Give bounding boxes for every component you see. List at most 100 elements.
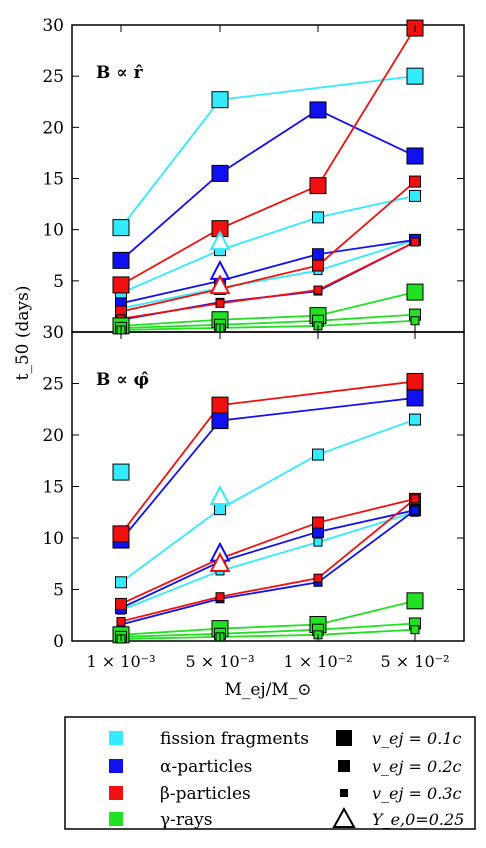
series-line-fission-fragments (120, 511, 416, 611)
legend-marker-label: v_ej = 0.2c (372, 757, 461, 776)
legend-swatch (109, 812, 123, 826)
data-point-beta-particles (313, 573, 323, 583)
legend-marker-label: v_ej = 0.1c (372, 729, 461, 748)
x-tick-label: 5 × 10⁻² (381, 652, 450, 671)
data-point-alpha-particles (309, 101, 327, 119)
data-point-alpha-particles (410, 505, 420, 515)
y-tick-label: 30 (42, 323, 64, 343)
legend-label: γ-rays (160, 810, 213, 830)
series-line-fission-fragments (120, 418, 416, 584)
data-point-fission-fragments (112, 463, 130, 481)
data-point-alpha-particles (112, 251, 130, 269)
series-line-fission-fragments (120, 239, 416, 310)
y-tick-label: 10 (42, 221, 64, 241)
series-line-gamma-rays (120, 319, 416, 331)
y-tick-label: 30 (42, 16, 64, 36)
data-point-gamma-rays (406, 592, 424, 610)
x-tick-label: 1 × 10⁻³ (87, 652, 156, 671)
legend-marker-ye (332, 806, 356, 828)
series-line-gamma-rays (120, 599, 416, 636)
panel-bottom-label: B ∝ φ̂ (96, 370, 149, 390)
ye-marker-beta-particles (209, 551, 231, 572)
data-point-beta-particles (409, 175, 421, 188)
legend-label: β-particles (160, 784, 251, 804)
series-line-alpha-particles (120, 397, 416, 541)
legend-label: fission fragments (160, 729, 309, 749)
data-point-alpha-particles (406, 147, 424, 165)
legend-marker (338, 760, 350, 772)
x-axis-title: M_ej/M_⊙ (224, 680, 311, 700)
series-line-beta-particles (120, 27, 416, 286)
data-point-fission-fragments (313, 537, 323, 547)
legend-box (64, 716, 476, 830)
series-line-beta-particles (120, 498, 416, 623)
data-point-beta-particles (215, 592, 225, 602)
series-line-fission-fragments (120, 195, 416, 294)
y-tick-label: 5 (53, 581, 64, 601)
data-point-beta-particles (112, 276, 130, 294)
data-point-beta-particles (309, 177, 327, 195)
series-line-beta-particles (120, 380, 416, 535)
ye-marker-beta-particles (209, 274, 231, 295)
data-point-beta-particles (115, 597, 127, 610)
series-line-alpha-particles (120, 509, 416, 626)
data-point-beta-particles (112, 525, 130, 543)
y-tick-label: 5 (53, 272, 64, 292)
data-point-fission-fragments (312, 448, 324, 461)
legend-marker-label: Y_e,0=0.25 (372, 810, 464, 829)
data-point-fission-fragments (409, 189, 421, 202)
data-point-fission-fragments (409, 413, 421, 426)
series-line-gamma-rays (120, 628, 416, 640)
data-point-fission-fragments (211, 91, 229, 109)
x-tick-label: 1 × 10⁻² (284, 652, 353, 671)
data-point-fission-fragments (406, 67, 424, 85)
legend-marker-label: v_ej = 0.3c (372, 784, 461, 803)
data-point-gamma-rays (410, 316, 420, 326)
legend-marker (336, 730, 352, 746)
data-point-gamma-rays (406, 283, 424, 301)
series-line-alpha-particles (120, 239, 416, 305)
data-point-beta-particles (410, 237, 420, 247)
series-line-alpha-particles (120, 108, 416, 262)
legend-marker (340, 789, 348, 797)
data-point-alpha-particles (406, 389, 424, 407)
series-line-beta-particles (120, 180, 416, 313)
y-tick-label: 0 (53, 632, 64, 652)
legend-swatch (109, 731, 123, 745)
series-line-beta-particles (120, 497, 416, 605)
y-tick-label: 25 (42, 375, 64, 395)
data-point-fission-fragments (312, 211, 324, 224)
y-tick-label: 20 (42, 118, 64, 138)
panel-top-label: B ∝ r̂ (96, 63, 144, 83)
ye-marker-fission-fragments (209, 230, 231, 251)
data-point-alpha-particles (211, 412, 229, 430)
data-point-alpha-particles (312, 248, 324, 261)
legend-swatch (109, 759, 123, 773)
y-tick-label: 25 (42, 67, 64, 87)
data-point-beta-particles (116, 616, 126, 626)
data-point-gamma-rays (410, 625, 420, 635)
y-axis-title: t_50 (days) (13, 286, 33, 381)
series-line-gamma-rays (120, 622, 416, 638)
data-point-beta-particles (406, 372, 424, 390)
data-point-fission-fragments (112, 219, 130, 237)
data-point-alpha-particles (211, 164, 229, 182)
series-line-alpha-particles (120, 509, 416, 609)
data-point-beta-particles (215, 298, 225, 308)
x-tick-label: 5 × 10⁻³ (186, 652, 255, 671)
data-point-beta-particles (211, 396, 229, 414)
y-tick-label: 15 (42, 478, 64, 498)
data-point-beta-particles (410, 494, 420, 504)
legend-swatch (109, 786, 123, 800)
data-point-fission-fragments (115, 576, 127, 589)
series-line-beta-particles (120, 241, 416, 320)
legend-label: α-particles (160, 757, 252, 777)
data-point-beta-particles (313, 285, 323, 295)
data-point-fission-fragments (214, 503, 226, 516)
data-point-beta-particles (312, 259, 324, 272)
y-tick-label: 10 (42, 529, 64, 549)
data-point-beta-particles (312, 516, 324, 529)
series-line-gamma-rays (120, 291, 416, 327)
